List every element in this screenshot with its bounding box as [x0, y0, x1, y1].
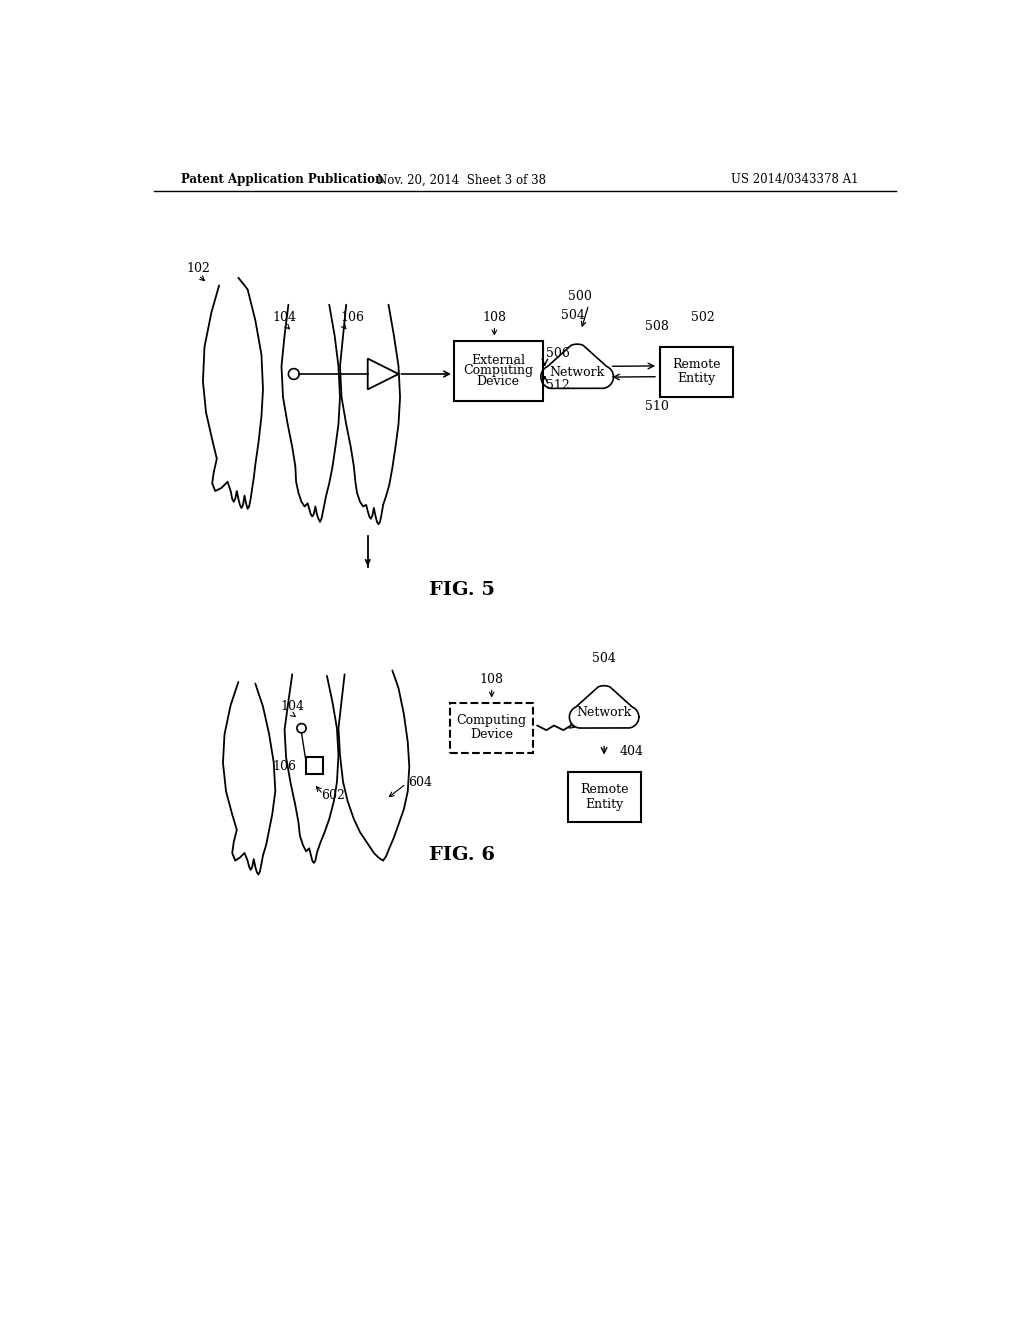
Text: 108: 108 [479, 673, 504, 686]
Text: 108: 108 [482, 312, 507, 323]
Text: 510: 510 [644, 400, 669, 412]
Text: Computing: Computing [463, 364, 534, 378]
Text: 602: 602 [322, 789, 345, 803]
Text: 504: 504 [592, 652, 616, 665]
Text: External: External [471, 354, 525, 367]
Text: FIG. 6: FIG. 6 [429, 846, 495, 865]
Text: 502: 502 [691, 312, 715, 323]
FancyBboxPatch shape [568, 772, 641, 822]
Text: FIG. 5: FIG. 5 [429, 581, 495, 598]
Text: 104: 104 [272, 312, 297, 323]
FancyBboxPatch shape [454, 341, 543, 401]
FancyBboxPatch shape [451, 702, 534, 752]
Text: 512: 512 [546, 379, 569, 392]
Text: 604: 604 [408, 776, 432, 788]
Text: 508: 508 [644, 321, 669, 333]
Text: 106: 106 [272, 760, 296, 774]
Text: 404: 404 [620, 744, 643, 758]
Text: 104: 104 [281, 700, 304, 713]
Text: Patent Application Publication: Patent Application Publication [180, 173, 383, 186]
Text: Device: Device [470, 729, 513, 742]
Text: 102: 102 [186, 263, 210, 276]
Text: Remote: Remote [673, 358, 721, 371]
Text: 506: 506 [546, 347, 569, 360]
Text: Computing: Computing [457, 714, 526, 727]
FancyBboxPatch shape [306, 758, 323, 775]
Text: Network: Network [550, 366, 605, 379]
Text: 504: 504 [561, 309, 586, 322]
Text: Nov. 20, 2014  Sheet 3 of 38: Nov. 20, 2014 Sheet 3 of 38 [377, 173, 546, 186]
Text: Entity: Entity [678, 372, 716, 384]
Text: Entity: Entity [586, 799, 624, 812]
Text: 106: 106 [340, 312, 364, 323]
Text: Network: Network [577, 706, 632, 719]
Text: Device: Device [477, 375, 520, 388]
Text: Remote: Remote [581, 783, 629, 796]
FancyBboxPatch shape [660, 347, 733, 397]
Text: 500: 500 [568, 290, 592, 304]
Text: US 2014/0343378 A1: US 2014/0343378 A1 [731, 173, 859, 186]
